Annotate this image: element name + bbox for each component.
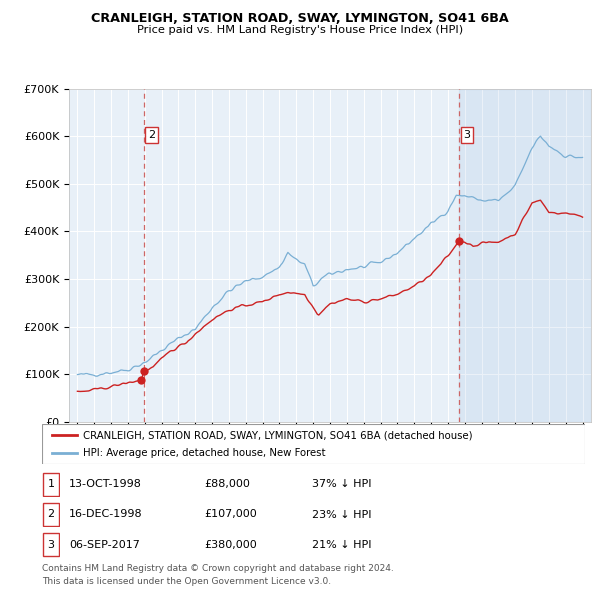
Text: 37% ↓ HPI: 37% ↓ HPI — [312, 480, 371, 489]
Text: 23% ↓ HPI: 23% ↓ HPI — [312, 510, 371, 519]
Text: Price paid vs. HM Land Registry's House Price Index (HPI): Price paid vs. HM Land Registry's House … — [137, 25, 463, 35]
Text: Contains HM Land Registry data © Crown copyright and database right 2024.: Contains HM Land Registry data © Crown c… — [42, 564, 394, 573]
Text: 16-DEC-1998: 16-DEC-1998 — [69, 510, 143, 519]
Text: 3: 3 — [47, 540, 55, 549]
Text: HPI: Average price, detached house, New Forest: HPI: Average price, detached house, New … — [83, 448, 325, 458]
Text: 3: 3 — [463, 130, 470, 140]
Text: 2: 2 — [148, 130, 155, 140]
Text: £380,000: £380,000 — [204, 540, 257, 549]
Text: 21% ↓ HPI: 21% ↓ HPI — [312, 540, 371, 549]
Bar — [460, 88, 591, 422]
Text: CRANLEIGH, STATION ROAD, SWAY, LYMINGTON, SO41 6BA (detached house): CRANLEIGH, STATION ROAD, SWAY, LYMINGTON… — [83, 430, 472, 440]
Text: 06-SEP-2017: 06-SEP-2017 — [69, 540, 140, 549]
Text: 13-OCT-1998: 13-OCT-1998 — [69, 480, 142, 489]
Text: CRANLEIGH, STATION ROAD, SWAY, LYMINGTON, SO41 6BA: CRANLEIGH, STATION ROAD, SWAY, LYMINGTON… — [91, 12, 509, 25]
Text: £88,000: £88,000 — [204, 480, 250, 489]
Text: 1: 1 — [47, 480, 55, 489]
Text: £107,000: £107,000 — [204, 510, 257, 519]
Text: This data is licensed under the Open Government Licence v3.0.: This data is licensed under the Open Gov… — [42, 577, 331, 586]
Text: 2: 2 — [47, 510, 55, 519]
